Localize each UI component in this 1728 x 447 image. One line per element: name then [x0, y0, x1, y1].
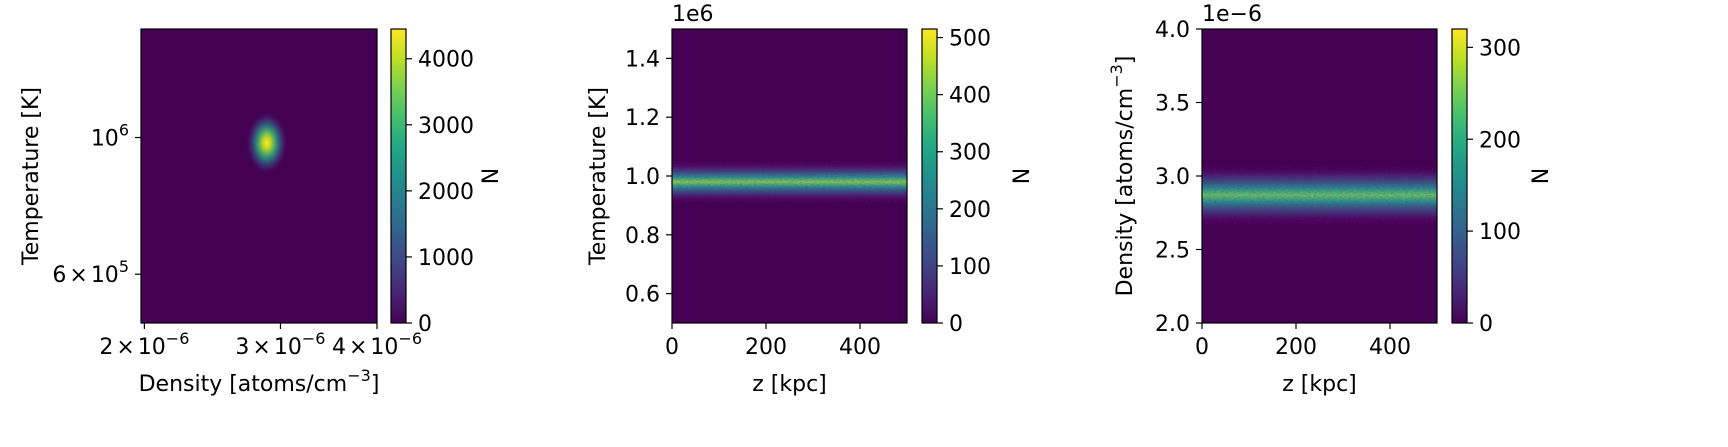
colorbar-label: N [1010, 168, 1035, 184]
colorbar-tick-label: 2000 [418, 180, 474, 205]
y-tick-label: 4.0 [1155, 18, 1190, 43]
colorbar-tick-label: 300 [1479, 36, 1521, 61]
colorbar-tick-label: 400 [949, 84, 991, 109]
density-peak [245, 111, 288, 175]
colorbar-tick-label: 0 [418, 312, 432, 337]
y-tick-label: 106 [91, 121, 129, 152]
colorbar-tick-label: 4000 [418, 48, 474, 73]
y-tick-label: 3.0 [1155, 165, 1190, 190]
y-axis-label: Density [atoms/cm−3] [1107, 56, 1138, 297]
heatmap-background [141, 29, 377, 323]
colorbar-2: 0 100 200 300 400 500 N [921, 27, 1035, 337]
band-noise [1202, 166, 1437, 224]
plot-area-1 [140, 28, 378, 324]
y-tick-label: 0.8 [625, 224, 660, 249]
axes-frame [140, 28, 378, 324]
x-tick-label: 4 × 10−6 [332, 329, 422, 360]
colorbar-tick-label: 1000 [418, 246, 474, 271]
colorbar-tick-label: 3000 [418, 114, 474, 139]
colorbar-gradient [390, 28, 407, 324]
colorbar-1: 0 1000 2000 3000 4000 N [390, 28, 504, 337]
y-tick-label: 1.0 [625, 165, 660, 190]
x-tick-label: 0 [665, 335, 679, 360]
y-tick-label: 6 × 105 [52, 257, 129, 288]
y-tick-label: 0.6 [625, 283, 660, 308]
plot-area-3 [1201, 28, 1438, 324]
axis-offset-text: 1e−6 [1202, 2, 1262, 27]
axis-offset-text: 1e6 [672, 2, 714, 27]
colorbar-tick-label: 0 [1479, 312, 1493, 337]
x-tick-label: 0 [1195, 335, 1209, 360]
colorbar-label: N [1529, 168, 1554, 184]
colorbar-3: 0 100 200 300 N [1451, 28, 1554, 337]
plot-area-2 [671, 28, 908, 324]
colorbar-gradient [921, 28, 938, 324]
y-axis-label: Temperature [K] [19, 87, 44, 266]
colorbar-tick-label: 200 [1479, 128, 1521, 153]
colorbar-tick-label: 0 [949, 312, 963, 337]
y-tick-label: 1.2 [625, 106, 660, 131]
x-tick-label: 400 [1369, 335, 1411, 360]
x-tick-label: 400 [839, 335, 881, 360]
x-axis-label: z [kpc] [1282, 372, 1357, 397]
x-tick-label: 3 × 10−6 [235, 329, 325, 360]
y-tick-label: 2.0 [1155, 312, 1190, 337]
panel-3: 0 200 400 2.0 2.5 3.0 3.5 4.0 z [kpc] Density [at… [1107, 2, 1554, 397]
colorbar-tick-label: 300 [949, 141, 991, 166]
x-axis-label: z [kpc] [752, 372, 827, 397]
y-axis-label: Temperature [K] [586, 87, 611, 266]
colorbar-tick-label: 100 [949, 255, 991, 280]
y-tick-label: 3.5 [1155, 92, 1190, 117]
panel-2: 0 200 400 0.6 0.8 1.0 1.2 1.4 z [kpc] Temperature… [586, 2, 1035, 397]
colorbar-tick-label: 100 [1479, 220, 1521, 245]
x-axis-label: Density [atoms/cm−3] [139, 366, 380, 397]
y-tick-label: 2.5 [1155, 239, 1190, 264]
x-tick-label: 200 [745, 335, 787, 360]
x-tick-label: 200 [1275, 335, 1317, 360]
y-tick-label: 1.4 [625, 47, 660, 72]
colorbar-gradient [1451, 28, 1468, 324]
colorbar-tick-label: 500 [949, 27, 991, 52]
x-tick-label: 2 × 10−6 [99, 329, 189, 360]
colorbar-label: N [479, 168, 504, 184]
colorbar-tick-label: 200 [949, 198, 991, 223]
panel-1: 2 × 10−6 3 × 10−6 4 × 10−6 106 6 × 105 Density [atoms… [19, 28, 504, 397]
band-noise [672, 161, 907, 203]
